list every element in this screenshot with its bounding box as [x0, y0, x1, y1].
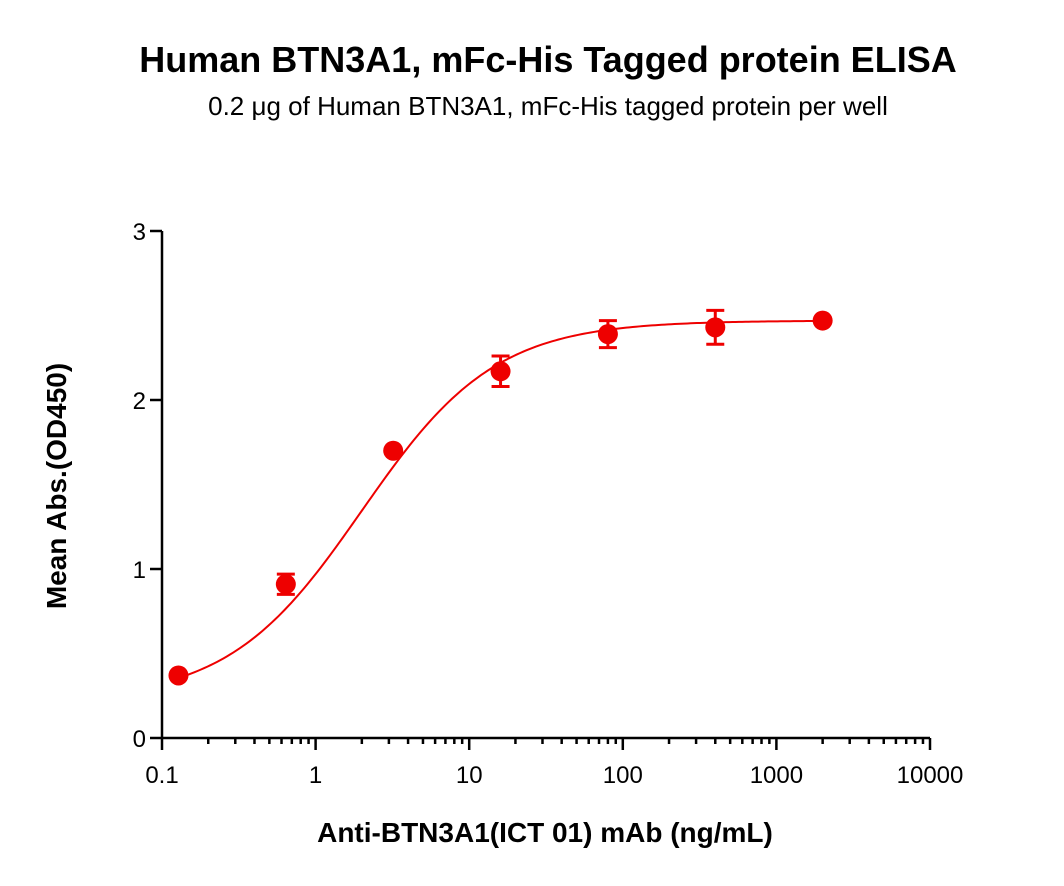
data-point: [597, 324, 618, 345]
plot-area: [168, 308, 833, 686]
y-axis-ticks: 0 1 2 3: [133, 219, 162, 753]
x-axis-ticks: 0.1 1 10 100 1000 10000: [145, 738, 963, 789]
x-tick-label: 1: [309, 762, 322, 789]
chart-title: Human BTN3A1, mFc-His Tagged protein ELI…: [139, 39, 956, 80]
x-tick-label: 10: [456, 762, 483, 789]
data-point: [705, 317, 726, 338]
x-tick-label: 100: [603, 762, 643, 789]
data-point: [168, 665, 189, 686]
error-bars: [276, 308, 725, 596]
chart-subtitle: 0.2 μg of Human BTN3A1, mFc-His tagged p…: [208, 91, 888, 121]
x-tick-label: 10000: [897, 762, 964, 789]
y-tick-label: 0: [133, 726, 146, 753]
data-point: [383, 440, 404, 461]
y-tick-label: 3: [133, 219, 146, 246]
data-point: [490, 361, 511, 382]
x-tick-label: 0.1: [145, 762, 178, 789]
x-axis-label: Anti-BTN3A1(ICT 01) mAb (ng/mL): [317, 817, 773, 848]
data-point: [275, 574, 296, 595]
y-tick-label: 2: [133, 388, 146, 415]
x-tick-label: 1000: [750, 762, 803, 789]
data-point: [812, 310, 833, 331]
y-axis-label: Mean Abs.(OD450): [41, 363, 72, 609]
y-tick-label: 1: [133, 557, 146, 584]
data-points: [168, 310, 833, 686]
